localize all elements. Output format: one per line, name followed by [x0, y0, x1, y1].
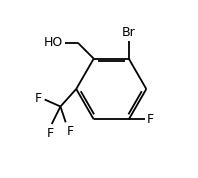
Text: F: F: [67, 125, 74, 138]
Text: F: F: [35, 92, 42, 105]
Text: F: F: [47, 127, 54, 140]
Text: Br: Br: [122, 26, 136, 39]
Text: HO: HO: [44, 36, 63, 49]
Text: F: F: [146, 113, 153, 126]
